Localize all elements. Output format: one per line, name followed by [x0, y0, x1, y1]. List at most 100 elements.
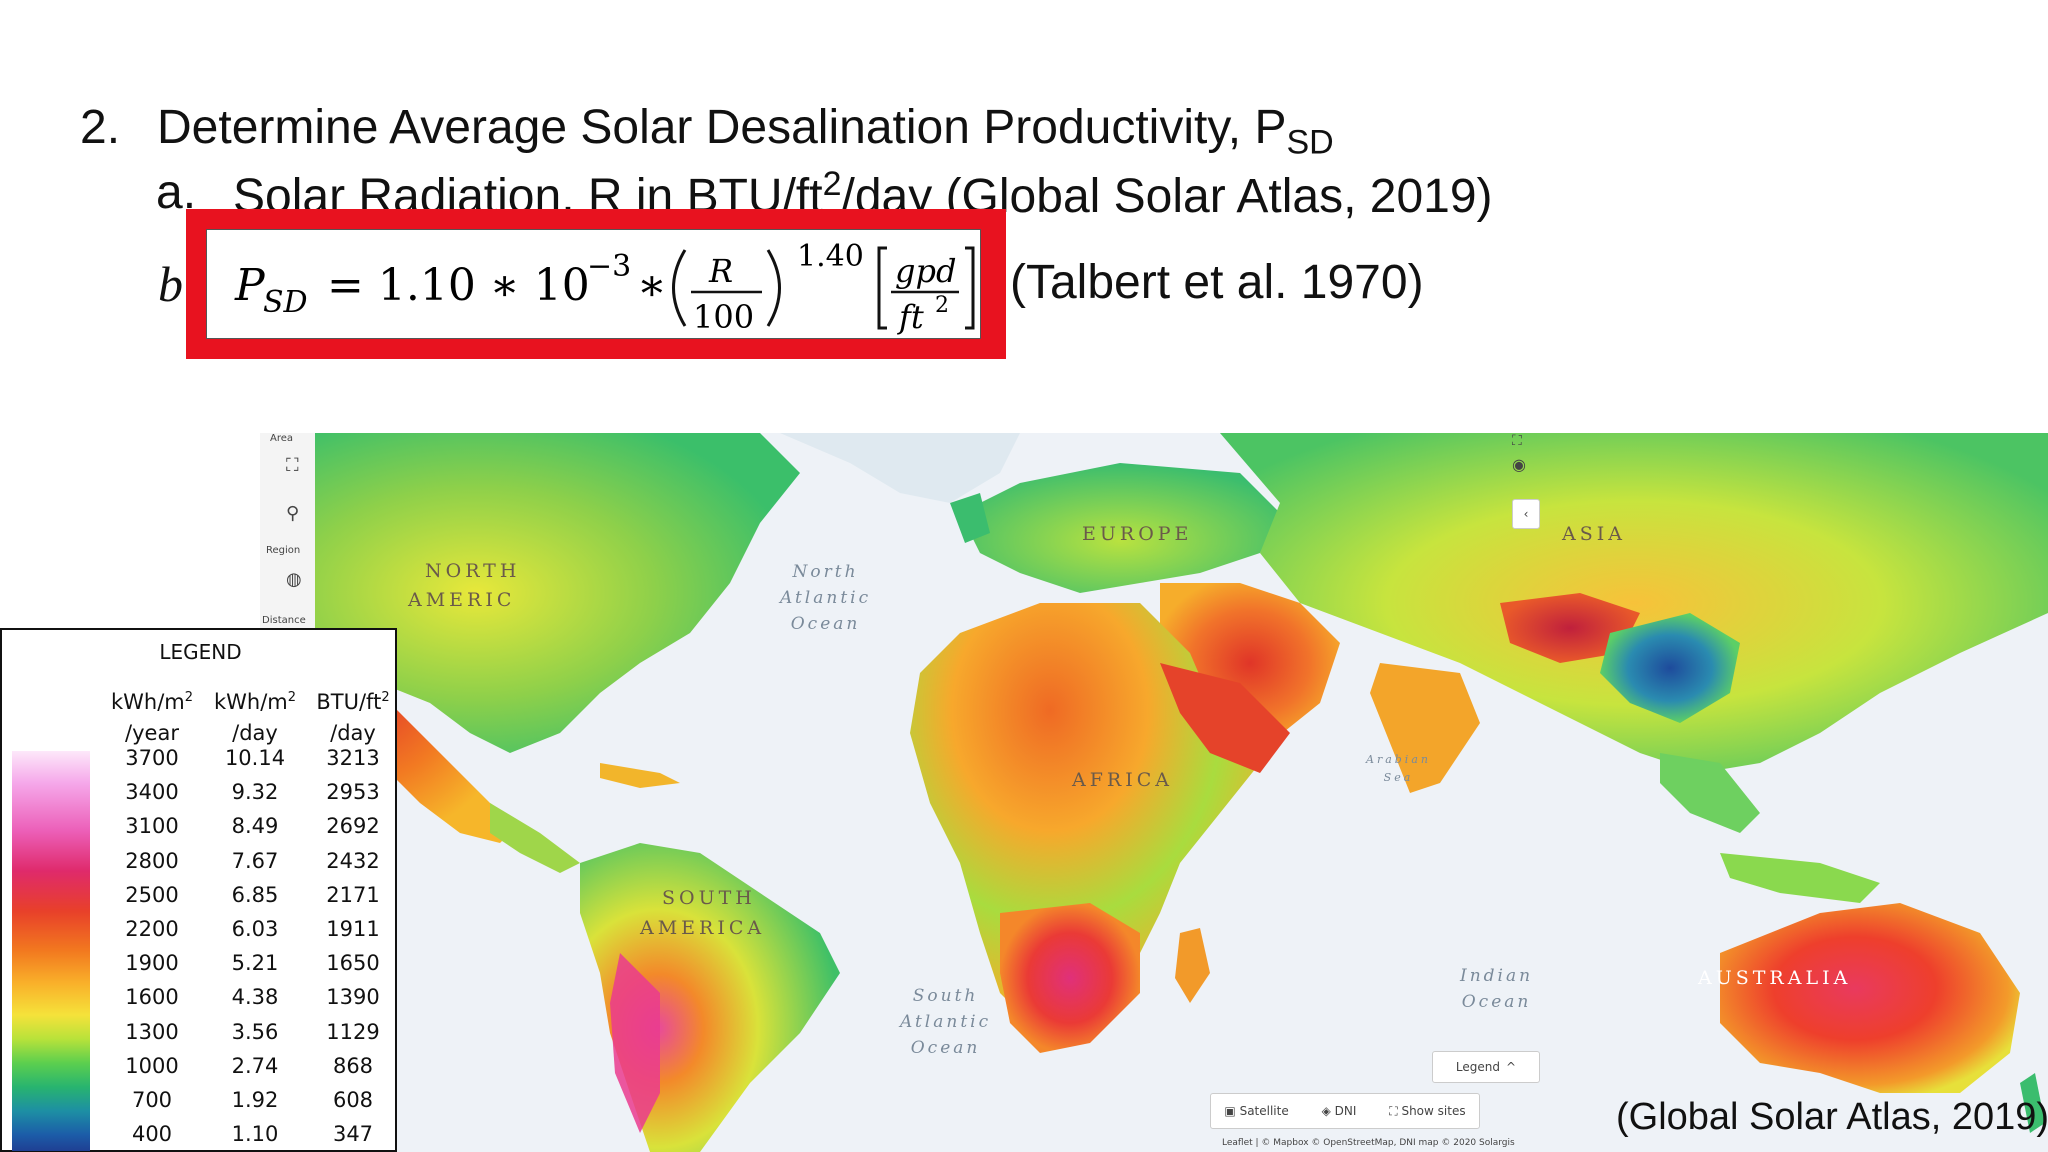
- formula-unit-den-sup: 2: [935, 293, 949, 318]
- legend-value-day: 7.67: [231, 848, 279, 873]
- legend-value-btu: 3213: [326, 746, 380, 770]
- legend-value-day: 1.92: [231, 1088, 279, 1112]
- legend-value-day: 8.49: [231, 814, 279, 839]
- legend-value-day: 1.10: [231, 1122, 279, 1147]
- formula-times: ∗: [637, 260, 667, 311]
- legend-value-year: 1000: [125, 1053, 179, 1078]
- legend-value-btu: 2953: [326, 780, 380, 805]
- label-south-america-2: AMERICA: [640, 917, 766, 939]
- label-asia: ASIA: [1562, 523, 1626, 545]
- expand-icon: ⛶: [1389, 1103, 1398, 1118]
- legend-value-day: 6.03: [231, 917, 279, 941]
- legend-value-day: 6.85: [231, 882, 279, 907]
- legend-value-day: 3.56: [231, 1019, 279, 1044]
- africa-shape: [910, 603, 1260, 1033]
- collapse-panel-button[interactable]: ‹: [1512, 499, 1540, 529]
- legend-header-year: kWh/m2/year: [110, 690, 194, 745]
- label-north-america-1: NORTH: [425, 560, 521, 582]
- tool-region-label: Region: [266, 545, 301, 556]
- sub-a-superscript: 2: [822, 165, 842, 203]
- legend-header-day: kWh/m2/day: [213, 690, 297, 745]
- legend-value-day: 10.14: [224, 746, 286, 770]
- legend-value-year: 2800: [125, 848, 179, 873]
- sub-letter-b: b: [158, 256, 183, 312]
- legend-value-btu: 2171: [326, 882, 380, 907]
- tibet-shape: [1500, 593, 1640, 663]
- legend-value-btu: 868: [332, 1053, 374, 1078]
- list-number: 2.: [80, 101, 121, 154]
- legend-button[interactable]: Legend ^: [1432, 1051, 1540, 1083]
- legend-value-btu: 1390: [326, 985, 380, 1010]
- label-africa: AFRICA: [1072, 769, 1173, 791]
- legend-value-year: 400: [131, 1122, 173, 1147]
- formula-lhs: P: [234, 260, 266, 311]
- map-attribution[interactable]: Leaflet | © Mapbox © OpenStreetMap, DNI …: [1222, 1138, 1515, 1148]
- legend-value-year: 1300: [125, 1019, 179, 1044]
- globe-icon[interactable]: ◍: [286, 569, 302, 590]
- legend-value-year: 1900: [125, 951, 179, 976]
- formula-citation: (Talbert et al. 1970): [1010, 256, 1424, 309]
- legend-value-btu: 2432: [326, 848, 380, 873]
- formula: P SD = 1.10 ∗ 10 −3 ∗ R 100 1.40 gpd ft …: [206, 229, 981, 339]
- item-text: Determine Average Solar Desalination Pro…: [157, 101, 1287, 154]
- label-indian-ocean: Indian Ocean: [1460, 966, 1534, 1012]
- label-arabian-sea: Arabian Sea: [1366, 753, 1431, 784]
- solar-map[interactable]: NORTH AMERIC EUROPE ASIA AFRICA SOUTH AM…: [260, 433, 2048, 1152]
- close-bracket: [965, 246, 975, 330]
- item-subscript: SD: [1286, 123, 1334, 162]
- map-citation: (Global Solar Atlas, 2019): [1616, 1096, 2048, 1138]
- satellite-button[interactable]: ▣ Satellite: [1224, 1104, 1289, 1118]
- locate-icon[interactable]: ◉: [1512, 455, 1526, 474]
- legend-value-btu: 1911: [326, 917, 380, 941]
- dni-button[interactable]: ◈ DNI: [1321, 1104, 1357, 1118]
- legend-value-btu: 2692: [326, 814, 380, 839]
- legend-value-btu: 347: [332, 1122, 374, 1147]
- legend-value-day: 4.38: [231, 985, 279, 1010]
- formula-highlight-box: P SD = 1.10 ∗ 10 −3 ∗ R 100 1.40 gpd ft …: [186, 209, 1006, 359]
- label-north-america-2: AMERIC: [408, 589, 516, 611]
- legend-panel: LEGEND kWh/m2/year kWh/m2/day BTU/ft2/da…: [0, 628, 397, 1152]
- legend-value-day: 5.21: [231, 951, 279, 976]
- label-australia: AUSTRALIA: [1698, 967, 1852, 989]
- legend-value-year: 2500: [125, 882, 179, 907]
- tool-area-label: Area: [270, 433, 294, 444]
- list-item-2: 2. Determine Average Solar Desalination …: [80, 100, 1334, 162]
- formula-num: R: [708, 252, 733, 290]
- label-south-atlantic: South Atlantic Ocean: [900, 986, 992, 1058]
- formula-exp: −3: [587, 249, 631, 284]
- formula-power: 1.40: [797, 239, 864, 274]
- asia-shape: [1220, 433, 2048, 773]
- legend-value-year: 2200: [125, 917, 179, 941]
- formula-den: 100: [693, 298, 754, 336]
- show-sites-button[interactable]: ⛶ Show sites: [1389, 1103, 1466, 1118]
- chevron-up-icon: ^: [1506, 1060, 1517, 1074]
- europe-shape: [960, 463, 1280, 593]
- southern-africa-shape: [1000, 903, 1140, 1053]
- open-paren: [672, 249, 687, 327]
- map-layer-bar: ▣ Satellite ◈ DNI ⛶ Show sites: [1210, 1093, 1480, 1129]
- open-bracket: [877, 246, 887, 330]
- chevron-left-icon: ‹: [1523, 507, 1529, 521]
- label-europe: EUROPE: [1082, 523, 1193, 545]
- legend-value-btu: 1650: [326, 951, 380, 976]
- label-north-atlantic: North Atlantic Ocean: [780, 562, 872, 634]
- legend-value-year: 3400: [125, 780, 179, 805]
- close-paren: [766, 249, 781, 327]
- legend-value-year: 1600: [125, 985, 179, 1010]
- middle-east-shape: [1160, 583, 1340, 743]
- area-tool-icon[interactable]: ⛶: [286, 455, 299, 476]
- tool-distance-label: Distance: [262, 615, 306, 626]
- china-east-shape: [1600, 613, 1740, 723]
- legend-value-btu: 608: [332, 1088, 374, 1112]
- polygon-tool-icon[interactable]: ⚲: [286, 503, 300, 524]
- formula-unit-den: ft: [897, 298, 924, 336]
- fullscreen-icon[interactable]: ⛶: [1512, 433, 1522, 449]
- layers-icon: ◈: [1321, 1104, 1331, 1118]
- australia-shape: [1720, 903, 2020, 1093]
- legend-value-day: 9.32: [231, 780, 279, 805]
- formula-coef: = 1.10 ∗ 10: [327, 260, 590, 311]
- legend-value-year: 700: [131, 1088, 173, 1112]
- map-toolbar: Area ⛶ ⚲ Region ◍ Distance: [260, 433, 315, 633]
- formula-unit-num: gpd: [895, 252, 956, 290]
- legend-value-year: 3100: [125, 814, 179, 839]
